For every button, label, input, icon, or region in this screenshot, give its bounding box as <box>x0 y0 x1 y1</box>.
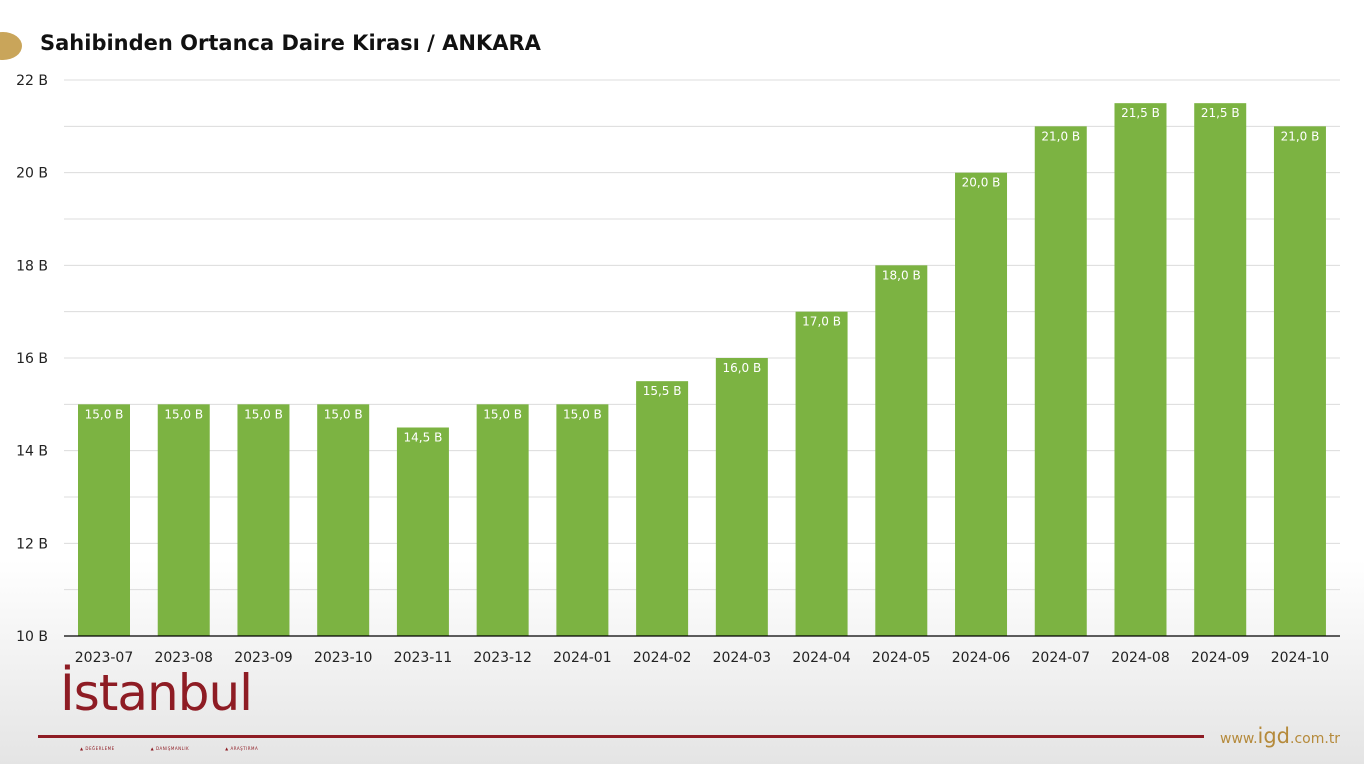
x-tick-label: 2024-07 <box>1032 650 1091 666</box>
website-main: igd <box>1257 724 1291 748</box>
data-label: 15,0 B <box>324 407 363 421</box>
logo-subtitle-1: DEĞERLEME <box>80 746 115 751</box>
bar <box>955 172 1008 636</box>
data-label: 21,5 B <box>1201 106 1240 120</box>
bar <box>476 404 529 636</box>
x-tick-label: 2024-06 <box>952 650 1011 666</box>
bar <box>875 265 928 636</box>
y-tick-label: 10 B <box>16 629 48 645</box>
y-tick-label: 18 B <box>16 258 48 274</box>
corner-accent <box>0 32 22 60</box>
bar <box>396 427 449 636</box>
bar <box>556 404 609 636</box>
x-tick-label: 2023-09 <box>234 650 293 666</box>
data-label: 20,0 B <box>962 176 1001 190</box>
x-tick-label: 2023-07 <box>75 650 134 666</box>
x-tick-label: 2023-08 <box>154 650 213 666</box>
x-tick-label: 2024-05 <box>872 650 931 666</box>
bar <box>317 404 370 636</box>
y-tick-label: 12 B <box>16 536 48 552</box>
data-label: 18,0 B <box>882 268 921 282</box>
bar <box>1114 103 1167 636</box>
data-label: 21,0 B <box>1281 129 1320 143</box>
bar <box>157 404 210 636</box>
y-tick-label: 20 B <box>16 166 48 182</box>
chart-title: Sahibinden Ortanca Daire Kirası / ANKARA <box>40 31 541 55</box>
x-tick-label: 2024-01 <box>553 650 612 666</box>
bar <box>795 311 848 636</box>
x-tick-label: 2024-04 <box>792 650 851 666</box>
bar <box>1034 126 1087 636</box>
y-tick-label: 14 B <box>16 444 48 460</box>
data-label: 15,0 B <box>244 407 283 421</box>
data-label: 21,5 B <box>1121 106 1160 120</box>
data-label: 16,0 B <box>722 361 761 375</box>
data-label: 21,0 B <box>1041 129 1080 143</box>
y-tick-label: 16 B <box>16 351 48 367</box>
website-prefix: www. <box>1220 731 1258 747</box>
bar <box>636 381 689 636</box>
x-tick-label: 2024-10 <box>1271 650 1330 666</box>
bar-chart: 10 B 12 B 14 B 16 B 18 B 20 B 22 B 15,0 B 2023-0… <box>16 73 1340 666</box>
data-label: 15,0 B <box>164 407 203 421</box>
x-tick-label: 2024-03 <box>713 650 772 666</box>
istanbul-logo: İstanbul <box>60 664 253 722</box>
bar <box>237 404 290 636</box>
website-suffix: .com.tr <box>1290 731 1341 747</box>
bar <box>715 358 768 636</box>
y-tick-label: 22 B <box>16 73 48 89</box>
data-label: 15,0 B <box>85 407 124 421</box>
data-label: 14,5 B <box>404 431 443 445</box>
data-label: 17,0 B <box>802 315 841 329</box>
website-link[interactable]: www.igd.com.tr <box>1220 724 1340 748</box>
footer-divider <box>38 735 1204 738</box>
data-label: 15,0 B <box>483 407 522 421</box>
x-tick-label: 2023-12 <box>473 650 532 666</box>
logo-subtitle-3: ARAŞTIRMA <box>225 746 258 751</box>
bar <box>1194 103 1247 636</box>
x-tick-label: 2024-09 <box>1191 650 1250 666</box>
x-tick-label: 2023-10 <box>314 650 373 666</box>
x-tick-label: 2023-11 <box>394 650 453 666</box>
data-label: 15,0 B <box>563 407 602 421</box>
data-label: 15,5 B <box>643 384 682 398</box>
bar <box>78 404 130 636</box>
bar <box>1273 126 1326 636</box>
x-tick-label: 2024-02 <box>633 650 692 666</box>
logo-subtitles: DEĞERLEME DANIŞMANLIK ARAŞTIRMA <box>80 746 258 751</box>
logo-subtitle-2: DANIŞMANLIK <box>151 746 190 751</box>
x-tick-label: 2024-08 <box>1111 650 1170 666</box>
